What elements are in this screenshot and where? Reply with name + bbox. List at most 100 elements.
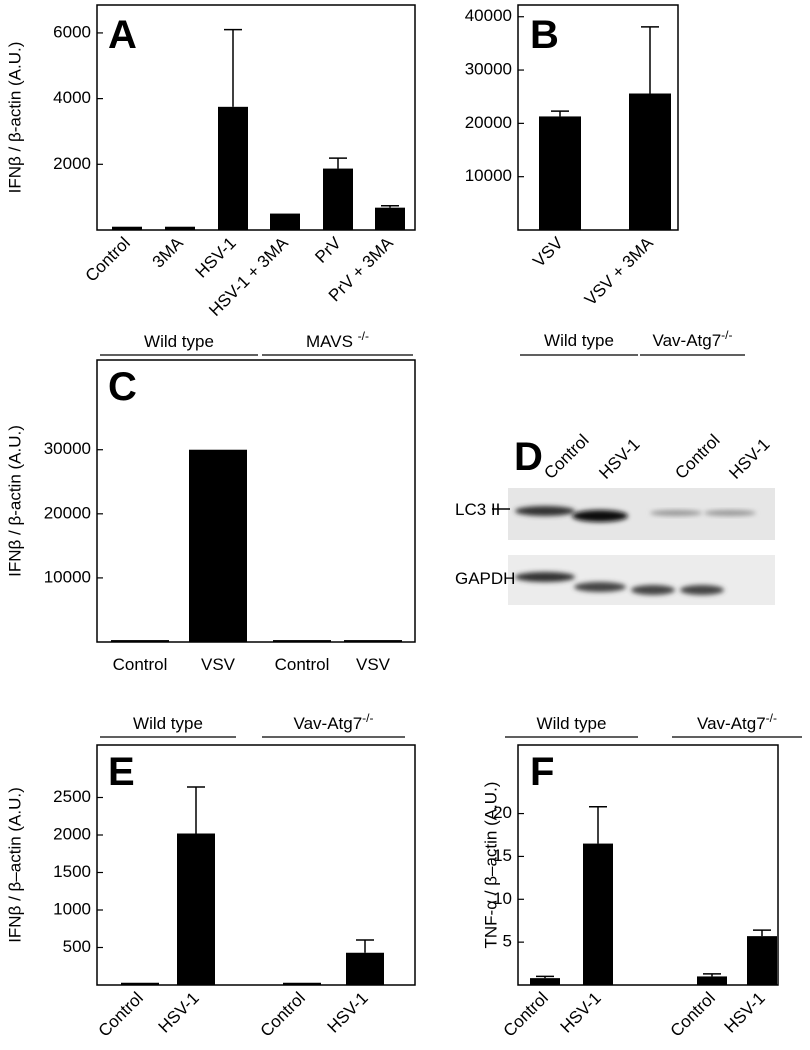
error-bar [329,157,347,169]
y-tick-label: 6000 [53,22,91,41]
bar [112,226,142,230]
x-tick-label: VSV [529,233,567,271]
x-tick-label: HSV-1 [324,988,372,1036]
group-label: Wild type [537,714,607,733]
x-tick-label: HSV-1 [721,988,769,1036]
x-tick-label: Control [95,988,147,1040]
bar [539,116,581,230]
blot-band [515,506,575,516]
error-bar [753,929,771,937]
y-tick-label: 10000 [44,567,91,586]
bar [177,833,215,985]
bar [111,640,169,642]
blot-band [680,585,724,595]
y-tick-label: 15 [493,846,512,865]
y-tick-label: 30000 [465,60,512,79]
x-tick-label: VSV [356,655,391,674]
bar [747,936,777,985]
y-tick-label: 4000 [53,88,91,107]
bar [346,952,384,985]
panel-label: B [530,13,559,57]
group-name: Wild type [537,714,607,733]
group-name: Wild type [144,332,214,351]
group-name: MAVS [306,332,358,351]
x-tick-label: PrV [311,233,345,267]
blot-band [704,510,756,516]
group-name: Vav-Atg7 [653,331,722,350]
y-tick-label: 2000 [53,154,91,173]
panel-label: E [108,750,135,794]
group-label: Vav-Atg7-/- [653,328,733,350]
y-tick-label: 2500 [53,787,91,806]
x-tick-label: Control [667,988,719,1040]
group-label: MAVS -/- [306,329,369,351]
group-label: Wild type [133,714,203,733]
x-tick-label: Control [257,988,309,1040]
row-label: GAPDH [455,569,515,588]
plot-frame [517,4,679,231]
x-tick-label: Control [82,233,134,285]
plot-frame [96,744,416,986]
error-bar [589,805,607,844]
y-tick-label: 1000 [53,899,91,918]
x-tick-label: HSV-1 [557,988,605,1036]
y-tick-label: 500 [63,937,91,956]
blot-band [572,510,628,522]
group-name: Wild type [544,331,614,350]
bar [323,168,353,230]
blot-band [631,585,675,595]
group-label: Vav-Atg7-/- [697,711,777,733]
error-bar [187,786,205,834]
panel-label: C [108,365,137,409]
group-label: Vav-Atg7-/- [294,711,374,733]
y-axis-label: IFNβ / β-actin (A.U.) [5,425,24,577]
y-tick-label: 20000 [465,113,512,132]
x-tick-label: Control [275,655,330,674]
y-tick-label: 2000 [53,824,91,843]
x-tick-label: HSV-1 [155,988,203,1036]
x-tick-label: 3MA [149,233,188,272]
blot-band [515,572,575,582]
row-label: LC3 II [455,500,500,519]
lane-label: Control [540,431,592,483]
y-axis-label: IFNβ / β-actin (A.U.) [5,42,24,194]
error-bar [551,110,569,117]
y-tick-label: 20 [493,803,512,822]
error-bar [356,939,374,953]
group-sup: -/- [358,329,369,343]
group-name: Vav-Atg7 [294,714,363,733]
error-bar [381,204,399,208]
group-name: Vav-Atg7 [697,714,766,733]
panel-label: D [514,435,543,479]
bar [218,106,248,230]
group-label: Wild type [144,332,214,351]
error-bar [224,28,242,107]
x-tick-label: HSV-1 [192,233,240,281]
y-tick-label: 5 [503,932,512,951]
plot-frame [96,4,416,231]
bar [344,640,402,642]
group-sup: -/- [766,711,777,725]
plot-frame [517,744,779,986]
y-tick-label: 1500 [53,862,91,881]
lane-label: HSV-1 [595,435,643,483]
bar [121,982,159,985]
panel-label: F [530,750,554,794]
x-tick-label: Control [113,655,168,674]
error-bar [536,975,554,979]
y-tick-label: 40000 [465,6,512,25]
bar [283,982,321,985]
bar [273,640,331,642]
error-bar [703,973,721,977]
bar [375,207,405,230]
x-tick-label: Control [500,988,552,1040]
y-tick-label: 20000 [44,503,91,522]
y-tick-label: 10 [493,889,512,908]
panel-label: A [108,13,137,57]
bar [189,449,247,642]
bar [530,978,560,985]
group-label: Wild type [544,331,614,350]
error-bar [641,26,659,94]
plot-frame [96,359,416,643]
